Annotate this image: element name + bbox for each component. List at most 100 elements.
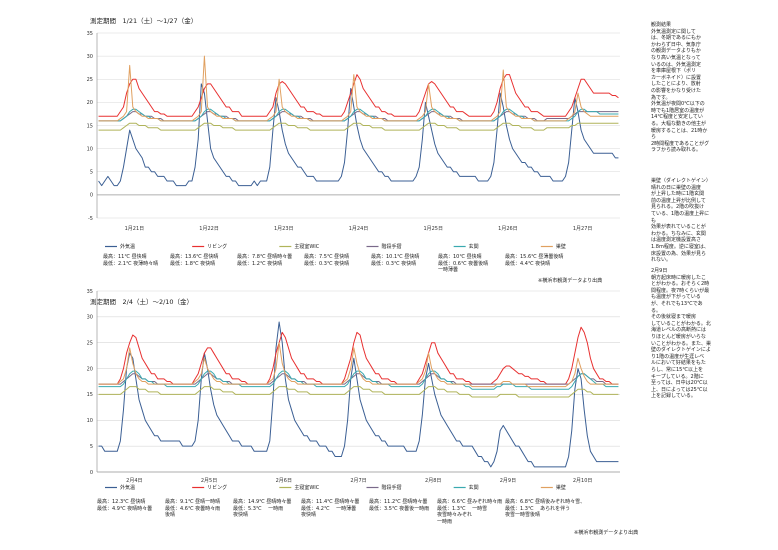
- legend-label: 主寝室WIC: [294, 484, 319, 491]
- weather-note-line: 最低：5.3℃ 一時雨: [233, 505, 284, 512]
- y-tick-label: 20: [87, 366, 93, 372]
- legend-label: 巣壁: [556, 484, 566, 491]
- x-tick-label: 1月23日: [274, 226, 294, 232]
- period-label-1: 測定期間 1/21（土）～1/27（金）: [90, 17, 198, 25]
- legend-label: リビング: [207, 484, 227, 491]
- weather-note-line: 最高：7.5℃ 昼快晴: [304, 254, 350, 260]
- weather-note-line: 最低：0.3℃ 夜快晴: [371, 260, 417, 267]
- weather-note: 最高：14.9℃ 昼晴時々曇 最低：5.3℃ 一時雨 夜快晴: [233, 499, 291, 519]
- legend-label: 外気温: [120, 243, 135, 250]
- series-line: [98, 74, 619, 117]
- y-tick-label: 5: [90, 444, 93, 450]
- series-line: [98, 83, 619, 187]
- weather-note-line: 最低：1.3℃ あられを伴う: [505, 505, 571, 512]
- weather-note-line: 最低：4.9℃ 夜晴時々曇: [97, 505, 153, 512]
- series-line: [98, 122, 619, 131]
- weather-note: 最高：7.5℃ 昼快晴 最低：0.3℃ 夜快晴: [304, 254, 349, 267]
- source-note-jan: ※横浜市観測データより出典: [538, 278, 603, 284]
- series-line: [98, 386, 619, 398]
- x-tick-label: 2月4日: [126, 478, 142, 484]
- temperature-chart-jan: 35 30 25 20 15 10 5 0 -5 1月21日 1月22日 1月23日 1月24日 1月25…: [87, 31, 620, 250]
- weather-note-line: 夜雪一時雪後晴: [505, 512, 541, 519]
- commentary-feb9: 2月9日 朝方起床時に暖房したこ とがわかる。おそらく2時 間程度。夜7時くらい…: [651, 268, 712, 400]
- weather-note-line: 最高：10℃ 昼快晴: [438, 254, 482, 260]
- legend-label: リビング: [207, 243, 227, 250]
- weather-note-line: 最低：0.3℃ 夜快晴: [304, 260, 350, 267]
- legend-label: 玄関: [469, 484, 479, 491]
- weather-note: 最高：12.3℃ 昼快晴 最低：4.9℃ 夜晴時々曇: [97, 499, 152, 512]
- weather-note-line: 最高：12.3℃ 昼快晴: [97, 499, 146, 505]
- source-note-feb: ※横浜市観測データより出典: [574, 530, 639, 536]
- legend-label: 階段手摺: [382, 243, 402, 250]
- y-tick-label: 15: [87, 392, 93, 398]
- y-tick-label: 30: [87, 54, 93, 60]
- legend-label: 主寝室WIC: [294, 243, 319, 250]
- weather-note-line: 後晴: [165, 512, 176, 519]
- y-tick-label: 20: [87, 100, 93, 106]
- commentary-observation: 観測結果 外気温測定に関して は、冬期であるにもか かわらず日中、気象庁 の観測…: [651, 22, 710, 154]
- x-tick-label: 1月21日: [125, 226, 145, 232]
- y-tick-label: 30: [87, 315, 93, 321]
- series-line: [98, 342, 619, 388]
- series-line: [98, 321, 619, 468]
- weather-note-line: 最高：10.1℃ 昼快晴: [371, 254, 420, 260]
- x-tick-label: 2月5日: [201, 478, 217, 484]
- weather-note-line: 一時薄曇: [438, 267, 459, 274]
- series-line: [98, 373, 619, 385]
- x-tick-label: 1月25日: [423, 226, 443, 232]
- y-tick-label: 0: [90, 470, 93, 476]
- weather-note: 最高：10℃ 昼快晴 最低：0.6℃ 夜曇後晴 一時薄曇: [438, 254, 488, 274]
- y-tick-label: 15: [87, 123, 93, 129]
- legend-label: 階段手摺: [382, 484, 402, 491]
- series-line: [98, 370, 619, 390]
- weather-note-line: 夜快晴: [233, 512, 249, 519]
- commentary-direct-gain: 巣壁（ダイレクトゲイン） 晴れの日に巣壁の温度 が上昇した時に1階玄関 前の温度…: [651, 178, 711, 264]
- x-tick-label: 1月24日: [349, 226, 369, 232]
- weather-note-line: 最低：4.4℃ 夜快晴: [505, 260, 551, 267]
- weather-note-line: 最高：11℃ 昼快晴: [103, 254, 147, 260]
- y-tick-label: 10: [87, 418, 93, 424]
- series-line: [98, 326, 619, 385]
- weather-note-line: 夜快晴: [301, 512, 317, 519]
- weather-note-line: 最高：14.9℃ 昼晴時々曇: [233, 499, 292, 505]
- weather-note-line: 夜雪時々みぞれ: [437, 512, 473, 519]
- weather-note-line: 最高：15.6℃ 昼薄曇後晴: [505, 254, 564, 260]
- weather-note-line: 最高：6.6℃ 昼みぞれ時々雨: [437, 499, 503, 505]
- weather-note: 最高：7.8℃ 昼晴時々曇 最低：1.2℃ 夜快晴: [237, 254, 292, 267]
- weather-note-line: 最高：11.4℃ 昼晴時々曇: [301, 499, 360, 505]
- x-tick-label: 1月26日: [498, 226, 518, 232]
- weather-note-line: 最高：6.8℃ 昼晴後みぞれ時々雪、: [505, 499, 586, 505]
- weather-note-line: 最高：13.6℃ 昼快晴: [170, 254, 219, 260]
- weather-note: 最高：15.6℃ 昼薄曇後晴 最低：4.4℃ 夜快晴: [505, 254, 563, 267]
- y-tick-label: 25: [87, 77, 93, 83]
- weather-note-line: 最高：11.2℃ 昼晴時々曇: [369, 499, 428, 505]
- x-tick-label: 1月22日: [199, 226, 219, 232]
- weather-note: 最高：11.4℃ 昼晴時々曇 最低：4.2℃ 一時薄曇 夜快晴: [301, 499, 359, 519]
- x-tick-label: 2月6日: [276, 478, 292, 484]
- x-tick-label: 2月9日: [500, 478, 516, 484]
- weather-note-line: 最低：2.1℃ 夜薄時々晴: [103, 260, 159, 267]
- weather-note-line: 一時雨: [437, 518, 453, 525]
- weather-note: 最高：11.2℃ 昼晴時々曇 最低：3.5℃ 夜曇後一時雨: [369, 499, 429, 512]
- y-tick-label: 0: [90, 193, 93, 199]
- y-tick-label: 5: [90, 170, 93, 176]
- legend-label: 巣壁: [556, 243, 566, 250]
- series-line: [98, 55, 619, 122]
- weather-note-line: 最低：3.5℃ 夜曇後一時雨: [369, 505, 430, 512]
- weather-note: 最高：6.6℃ 昼みぞれ時々雨 最低：1.3℃ 一時雪 夜雪時々みぞれ 一時雨: [437, 499, 502, 525]
- y-tick-label: -5: [88, 216, 93, 222]
- weather-note-line: 最低：4.2℃ 一時薄曇: [301, 505, 357, 512]
- weather-note-line: 最低：0.6℃ 夜曇後晴: [438, 260, 489, 267]
- x-tick-label: 2月7日: [350, 478, 366, 484]
- weather-note-line: 最低：1.8℃ 夜快晴: [170, 260, 216, 267]
- weather-note-line: 最高：9.1℃ 昼晴一時晴: [165, 499, 221, 505]
- weather-note: 最高：10.1℃ 昼快晴 最低：0.3℃ 夜快晴: [371, 254, 419, 267]
- y-tick-label: 25: [87, 341, 93, 347]
- weather-note-line: 最高：7.8℃ 昼晴時々曇: [237, 254, 293, 260]
- x-tick-label: 2月8日: [425, 478, 441, 484]
- y-tick-label: 10: [87, 146, 93, 152]
- period-label-2: 測定期間 2/4（土）～2/10（金）: [90, 298, 194, 306]
- y-tick-label: 35: [87, 289, 93, 295]
- weather-note: 最高：9.1℃ 昼晴一時晴 最低：4.6℃ 夜曇時々雨 後晴: [165, 499, 220, 519]
